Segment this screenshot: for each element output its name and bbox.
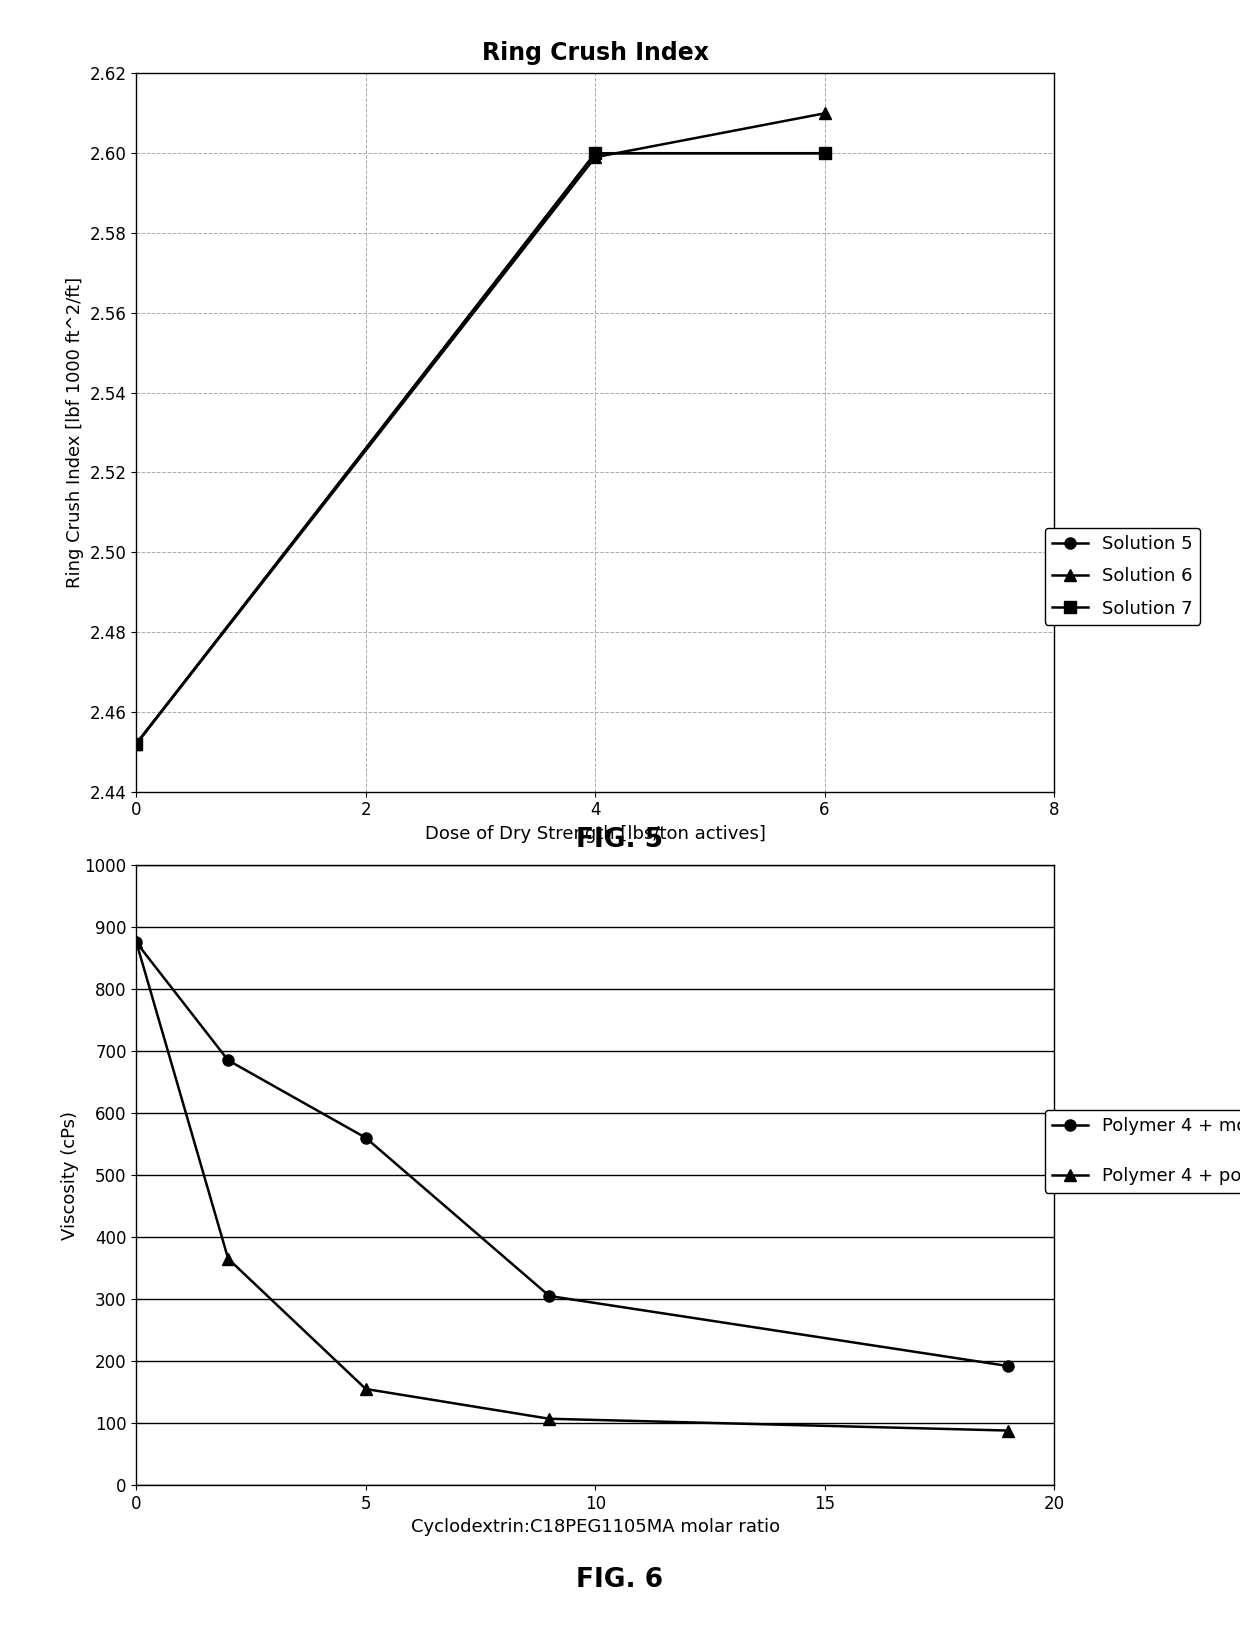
Y-axis label: Viscosity (cPs): Viscosity (cPs)	[61, 1110, 79, 1240]
Polymer 4 + polyCD	[1001, 1421, 1016, 1441]
Polymer 4 + polyCD	[221, 1248, 236, 1268]
Text: FIG. 6: FIG. 6	[577, 1567, 663, 1593]
Line: Polymer 4 + polyCD: Polymer 4 + polyCD	[131, 937, 1013, 1436]
Polymer 4 + monoCD	[221, 1051, 236, 1071]
Polymer 4 + monoCD	[129, 934, 144, 953]
Line: Solution 5: Solution 5	[131, 147, 830, 749]
Solution 5	[129, 734, 144, 754]
Solution 7	[588, 144, 603, 163]
Title: Ring Crush Index: Ring Crush Index	[481, 41, 709, 65]
X-axis label: Cyclodextrin:C18PEG1105MA molar ratio: Cyclodextrin:C18PEG1105MA molar ratio	[410, 1518, 780, 1536]
Polymer 4 + polyCD	[542, 1408, 557, 1428]
Polymer 4 + monoCD	[1001, 1356, 1016, 1376]
Solution 6	[817, 103, 832, 122]
Line: Solution 6: Solution 6	[131, 108, 830, 749]
Solution 6	[129, 734, 144, 754]
Solution 7	[817, 144, 832, 163]
Text: FIG. 5: FIG. 5	[577, 827, 663, 854]
Polymer 4 + polyCD	[129, 934, 144, 953]
Polymer 4 + monoCD	[358, 1128, 373, 1147]
Solution 6	[588, 147, 603, 166]
Polymer 4 + monoCD	[542, 1286, 557, 1306]
X-axis label: Dose of Dry Strength [lbs/ton actives]: Dose of Dry Strength [lbs/ton actives]	[425, 824, 765, 842]
Polymer 4 + polyCD	[358, 1379, 373, 1399]
Solution 5	[817, 144, 832, 163]
Solution 5	[588, 144, 603, 163]
Legend: Polymer 4 + monoCD, Polymer 4 + polyCD: Polymer 4 + monoCD, Polymer 4 + polyCD	[1044, 1110, 1240, 1193]
Line: Solution 7: Solution 7	[131, 147, 830, 749]
Legend: Solution 5, Solution 6, Solution 7: Solution 5, Solution 6, Solution 7	[1044, 527, 1200, 625]
Y-axis label: Ring Crush Index [lbf 1000 ft^2/ft]: Ring Crush Index [lbf 1000 ft^2/ft]	[66, 277, 84, 588]
Line: Polymer 4 + monoCD: Polymer 4 + monoCD	[131, 937, 1013, 1371]
Solution 7	[129, 734, 144, 754]
